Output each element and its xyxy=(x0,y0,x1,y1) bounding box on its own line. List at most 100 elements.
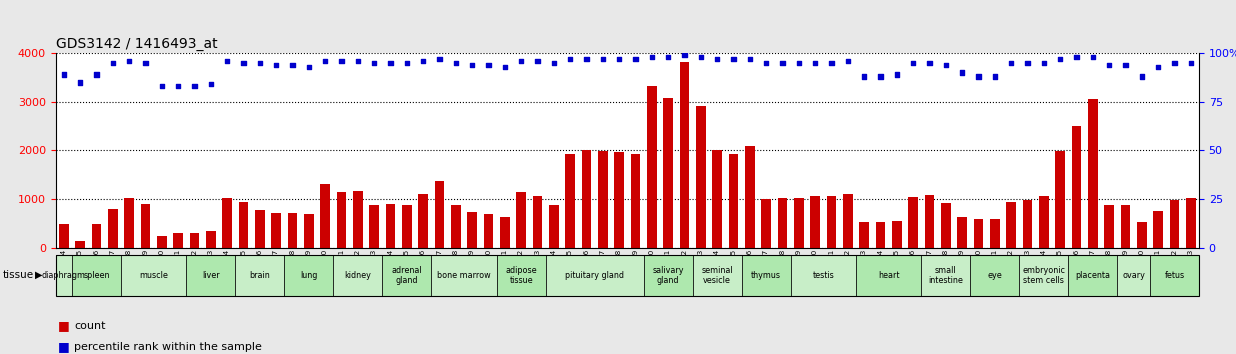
Bar xyxy=(565,154,575,248)
Bar xyxy=(125,198,133,248)
Bar xyxy=(91,224,101,248)
Text: fetus: fetus xyxy=(1164,271,1184,280)
Point xyxy=(1001,60,1021,65)
Bar xyxy=(728,154,738,248)
Bar xyxy=(386,205,396,248)
Text: pituitary gland: pituitary gland xyxy=(565,271,624,280)
Bar xyxy=(957,217,967,248)
Bar xyxy=(402,205,412,248)
Bar xyxy=(121,255,187,296)
Bar xyxy=(382,255,431,296)
Text: ■: ■ xyxy=(58,341,70,353)
Point xyxy=(397,60,417,65)
Point xyxy=(1033,60,1053,65)
Text: embryonic
stem cells: embryonic stem cells xyxy=(1022,266,1065,285)
Point xyxy=(365,60,384,65)
Text: eye: eye xyxy=(988,271,1002,280)
Bar xyxy=(921,255,970,296)
Bar xyxy=(1006,202,1016,248)
Bar xyxy=(173,233,183,248)
Point xyxy=(168,83,188,89)
Text: muscle: muscle xyxy=(140,271,168,280)
Point xyxy=(740,56,760,62)
Bar xyxy=(1104,205,1114,248)
Bar xyxy=(206,231,216,248)
Bar xyxy=(646,86,656,248)
Point xyxy=(904,60,923,65)
Bar xyxy=(990,219,1000,248)
Point xyxy=(936,62,955,68)
Point xyxy=(381,60,400,65)
Point xyxy=(723,56,743,62)
Point xyxy=(299,64,319,69)
Point xyxy=(87,72,106,77)
Text: brain: brain xyxy=(250,271,271,280)
Bar xyxy=(857,255,921,296)
Bar xyxy=(908,197,918,248)
Text: liver: liver xyxy=(201,271,220,280)
Point xyxy=(347,58,367,64)
Bar xyxy=(843,194,853,248)
Bar xyxy=(1185,198,1195,248)
Bar xyxy=(1117,255,1149,296)
Bar xyxy=(791,255,857,296)
Point xyxy=(430,56,450,62)
Point xyxy=(805,60,824,65)
Bar xyxy=(614,152,624,248)
Point xyxy=(838,58,858,64)
Bar xyxy=(59,224,69,248)
Bar xyxy=(320,184,330,248)
Point xyxy=(315,58,335,64)
Text: seminal
vesicle: seminal vesicle xyxy=(701,266,733,285)
Bar xyxy=(157,236,167,248)
Bar xyxy=(239,202,248,248)
Point xyxy=(462,62,482,68)
Bar xyxy=(336,192,346,248)
Bar xyxy=(811,196,819,248)
Point xyxy=(593,56,613,62)
Point xyxy=(544,60,564,65)
Point xyxy=(1051,56,1070,62)
Bar xyxy=(499,217,509,248)
Point xyxy=(446,60,466,65)
Point xyxy=(822,60,842,65)
Bar xyxy=(644,255,692,296)
Bar xyxy=(431,255,497,296)
Bar xyxy=(598,152,608,248)
Point xyxy=(1180,60,1200,65)
Point xyxy=(234,60,253,65)
Text: adipose
tissue: adipose tissue xyxy=(506,266,536,285)
Point xyxy=(184,83,204,89)
Point xyxy=(920,60,939,65)
Bar xyxy=(761,199,771,248)
Point xyxy=(985,74,1005,79)
Bar xyxy=(75,241,85,248)
Point xyxy=(152,83,172,89)
Bar xyxy=(1068,255,1117,296)
Bar xyxy=(72,255,121,296)
Bar xyxy=(1169,200,1179,248)
Bar xyxy=(742,255,791,296)
Point xyxy=(969,74,989,79)
Bar xyxy=(712,150,722,248)
Point xyxy=(625,56,645,62)
Bar xyxy=(451,205,461,248)
Bar xyxy=(692,255,742,296)
Point xyxy=(560,56,580,62)
Bar xyxy=(875,222,885,248)
Bar xyxy=(435,181,445,248)
Point xyxy=(1099,62,1119,68)
Text: heart: heart xyxy=(878,271,900,280)
Point xyxy=(887,72,907,77)
Point xyxy=(675,52,695,58)
Bar xyxy=(1088,99,1098,248)
Text: adrenal
gland: adrenal gland xyxy=(392,266,421,285)
Text: GDS3142 / 1416493_at: GDS3142 / 1416493_at xyxy=(56,37,218,51)
Point xyxy=(609,56,629,62)
Point xyxy=(218,58,237,64)
Point xyxy=(136,60,156,65)
Bar xyxy=(582,150,591,248)
Bar xyxy=(235,255,284,296)
Point xyxy=(1017,60,1037,65)
Point xyxy=(1164,60,1184,65)
